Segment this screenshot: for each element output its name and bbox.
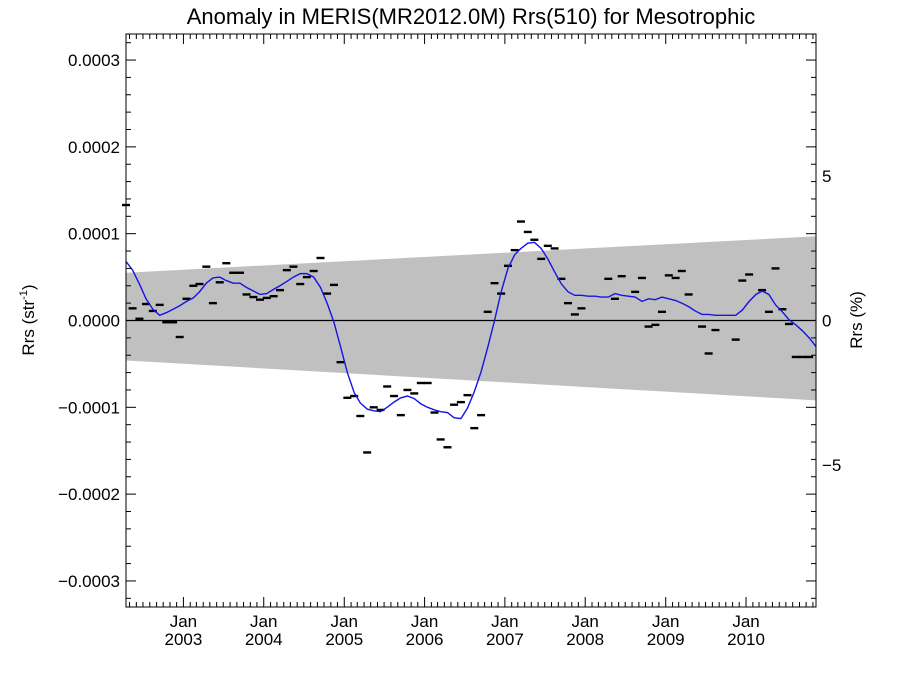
x-tick-label-year: 2010 <box>727 630 765 649</box>
x-tick-label-month: Jan <box>170 612 197 631</box>
x-tick-label-year: 2008 <box>566 630 604 649</box>
x-tick-label-year: 2009 <box>647 630 685 649</box>
y-left-tick-label: −0.0002 <box>58 485 120 504</box>
x-tick-label-month: Jan <box>652 612 679 631</box>
x-tick-label-month: Jan <box>732 612 759 631</box>
x-tick-label-year: 2006 <box>406 630 444 649</box>
y-left-tick-label: −0.0001 <box>58 398 120 417</box>
data-points <box>122 203 814 454</box>
y-left-axis-label-base: Rrs (str <box>19 300 38 356</box>
y-left-axis: 0.0003 0.0002 0.0001 0.0000 −0.0001 −0.0002 −0… <box>58 42 816 599</box>
x-axis: Jan2003Jan2004Jan2005Jan2006Jan2007Jan20… <box>129 34 814 649</box>
x-tick-label-month: Jan <box>571 612 598 631</box>
chart-title: Anomaly in MERIS(MR2012.0M) Rrs(510) for… <box>187 4 756 29</box>
x-tick-label-year: 2004 <box>245 630 283 649</box>
y-left-tick-label: 0.0001 <box>68 225 120 244</box>
y-right-axis-label: Rrs (%) <box>847 291 866 349</box>
x-tick-label-year: 2003 <box>165 630 203 649</box>
y-left-tick-label: −0.0003 <box>58 572 120 591</box>
plot-area <box>122 33 817 608</box>
x-tick-label-month: Jan <box>250 612 277 631</box>
uncertainty-band <box>126 236 816 401</box>
y-left-tick-label: 0.0002 <box>68 138 120 157</box>
y-left-axis-label: Rrs (str-1) <box>18 284 38 355</box>
y-right-tick-label: −5 <box>822 456 841 475</box>
y-left-axis-label-close: ) <box>19 284 38 290</box>
x-tick-label-month: Jan <box>331 612 358 631</box>
y-right-tick-label: 0 <box>822 312 831 331</box>
y-left-axis-label-sup: -1 <box>18 290 30 300</box>
y-right-axis: 5 0 −5 <box>822 167 841 475</box>
x-tick-label-year: 2007 <box>486 630 524 649</box>
smoothed-series-line <box>125 241 817 420</box>
y-right-tick-label: 5 <box>822 167 831 186</box>
x-tick-label-year: 2005 <box>325 630 363 649</box>
y-left-tick-label: 0.0003 <box>68 51 120 70</box>
x-tick-label-month: Jan <box>411 612 438 631</box>
y-left-tick-label: 0.0000 <box>68 312 120 331</box>
x-tick-label-month: Jan <box>491 612 518 631</box>
